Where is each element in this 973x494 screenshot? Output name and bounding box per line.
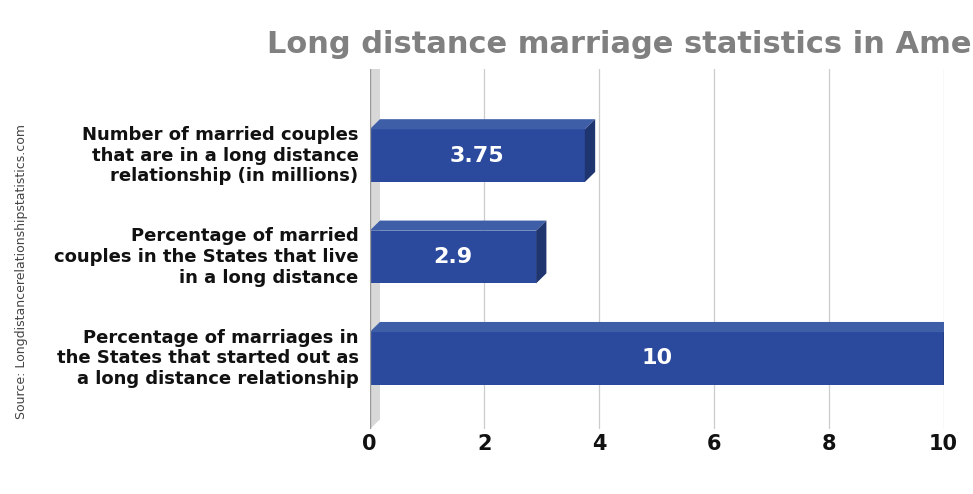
Bar <box>370 332 944 385</box>
Polygon shape <box>370 322 954 332</box>
Polygon shape <box>585 119 595 182</box>
Text: Source: Longdistancerelationshipstatistics.com: Source: Longdistancerelationshipstatisti… <box>15 124 28 419</box>
Polygon shape <box>536 220 547 284</box>
Polygon shape <box>370 59 380 429</box>
Polygon shape <box>370 119 595 129</box>
Text: 2.9: 2.9 <box>433 247 473 267</box>
Title: Long distance marriage statistics in America.: Long distance marriage statistics in Ame… <box>267 30 973 59</box>
Bar <box>370 231 536 284</box>
Polygon shape <box>370 220 547 231</box>
Text: 3.75: 3.75 <box>450 146 505 165</box>
Polygon shape <box>944 322 954 385</box>
Bar <box>370 129 585 182</box>
Text: 10: 10 <box>641 348 672 369</box>
